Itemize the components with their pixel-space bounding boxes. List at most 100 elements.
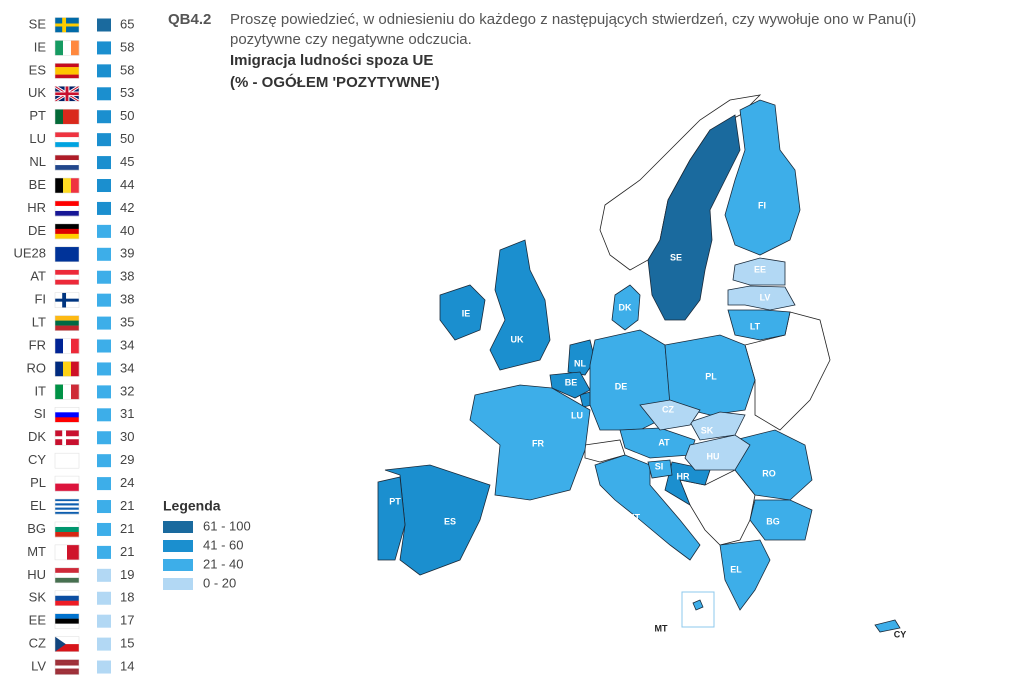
flag-stripe (55, 407, 79, 413)
country-code: FI (34, 292, 46, 307)
country-value: 17 (120, 613, 134, 628)
flag (54, 154, 80, 171)
country-shape (692, 599, 704, 611)
country-shape (377, 476, 406, 561)
flag-stripe (63, 109, 72, 125)
value-swatch (97, 64, 111, 78)
country-shape (749, 499, 813, 541)
country-value: 15 (120, 636, 134, 651)
country-value: 38 (120, 269, 134, 284)
country-code: UK (28, 85, 46, 100)
country-value: 21 (120, 498, 134, 513)
country-shape (647, 459, 673, 479)
flag-stripe (55, 67, 79, 72)
country-value: 32 (120, 383, 134, 398)
map-label: LT (750, 321, 761, 331)
flag-stripe (55, 453, 79, 469)
flag-stripe (55, 618, 79, 624)
country-code: UE28 (13, 246, 46, 261)
flag (54, 40, 80, 56)
flag (54, 384, 80, 400)
flag-stripe (55, 503, 79, 506)
flag-stripe (55, 338, 64, 354)
flag-stripe (55, 155, 79, 161)
value-swatch (97, 545, 111, 559)
value-swatch (97, 522, 111, 536)
country-code: DK (28, 429, 46, 444)
map-label: MT (655, 623, 668, 633)
country-shape (594, 454, 701, 561)
flag-border (54, 315, 80, 331)
flag-stripe (55, 659, 79, 663)
legend-swatch (163, 559, 193, 571)
map-label: LV (760, 292, 771, 302)
flag-stripe (55, 590, 79, 596)
flag-stripe (55, 595, 79, 601)
flag-stripe (55, 412, 79, 418)
country-list: SE 65 IE 58 ES 58 UK 53 PT 50 LU 50 NL 45 BE 44 HR 42 DE 40… (13, 16, 134, 675)
country-value: 19 (120, 567, 134, 582)
flag-border (54, 108, 80, 125)
country-value: 50 (120, 131, 134, 146)
legend-swatch (163, 540, 193, 552)
question-code: QB4.2 (168, 11, 211, 28)
country-value: 24 (120, 475, 134, 490)
map-label: FI (758, 200, 766, 210)
flag (54, 498, 80, 515)
flag (54, 407, 80, 423)
map-label: UK (511, 334, 524, 344)
flag-border (54, 223, 80, 240)
map-label: FR (532, 438, 544, 448)
flag-stripe (71, 384, 80, 400)
flag-stripe (55, 671, 79, 675)
country-value: 29 (120, 452, 134, 467)
mt-inset-box (681, 591, 715, 628)
country-code: HR (27, 200, 46, 215)
map-label: BE (565, 377, 578, 387)
country-code: SK (29, 590, 47, 605)
flag-stripe (63, 338, 72, 354)
map-label: AT (658, 437, 670, 447)
country-shape (727, 285, 796, 311)
legend: Legenda 61 - 100 41 - 60 21 - 40 0 - 20 (163, 498, 251, 590)
country-shape (689, 411, 746, 441)
legend-label: 0 - 20 (203, 575, 236, 590)
flag-stripe (55, 109, 64, 125)
country-code: LT (32, 315, 46, 330)
flag-stripe (55, 668, 79, 672)
country-value: 39 (120, 246, 134, 261)
value-swatch (97, 133, 111, 147)
flag (54, 613, 80, 629)
country-code: BE (29, 177, 47, 192)
context-land (584, 94, 831, 546)
flag-stripe (55, 137, 79, 143)
flag-border (54, 521, 80, 538)
country-shape (732, 257, 786, 286)
country-code: SI (34, 406, 46, 421)
flag-cross (55, 92, 79, 96)
country-shape (639, 399, 701, 431)
flag-stripe (55, 160, 79, 166)
country-code: IT (34, 383, 46, 398)
flag-stripe (55, 178, 64, 194)
flag-stripe (63, 40, 72, 56)
flag-triangle (55, 636, 66, 652)
flag-stripe (55, 315, 79, 321)
flag (54, 200, 80, 217)
map-label: PL (705, 371, 717, 381)
value-swatch (97, 201, 111, 215)
flag-cross (55, 23, 79, 27)
flag-border (54, 636, 80, 652)
flag-border (54, 590, 80, 606)
country-code: IE (34, 39, 47, 54)
flag-stripe (55, 505, 79, 508)
value-swatch (97, 637, 111, 651)
country-shape (549, 371, 591, 399)
flag-stripe (55, 476, 79, 484)
flag-stripe (55, 233, 79, 240)
country-code: LV (31, 658, 46, 673)
flag-stripe (55, 384, 64, 400)
flag-border (54, 86, 80, 102)
flag-stripe (55, 40, 64, 56)
